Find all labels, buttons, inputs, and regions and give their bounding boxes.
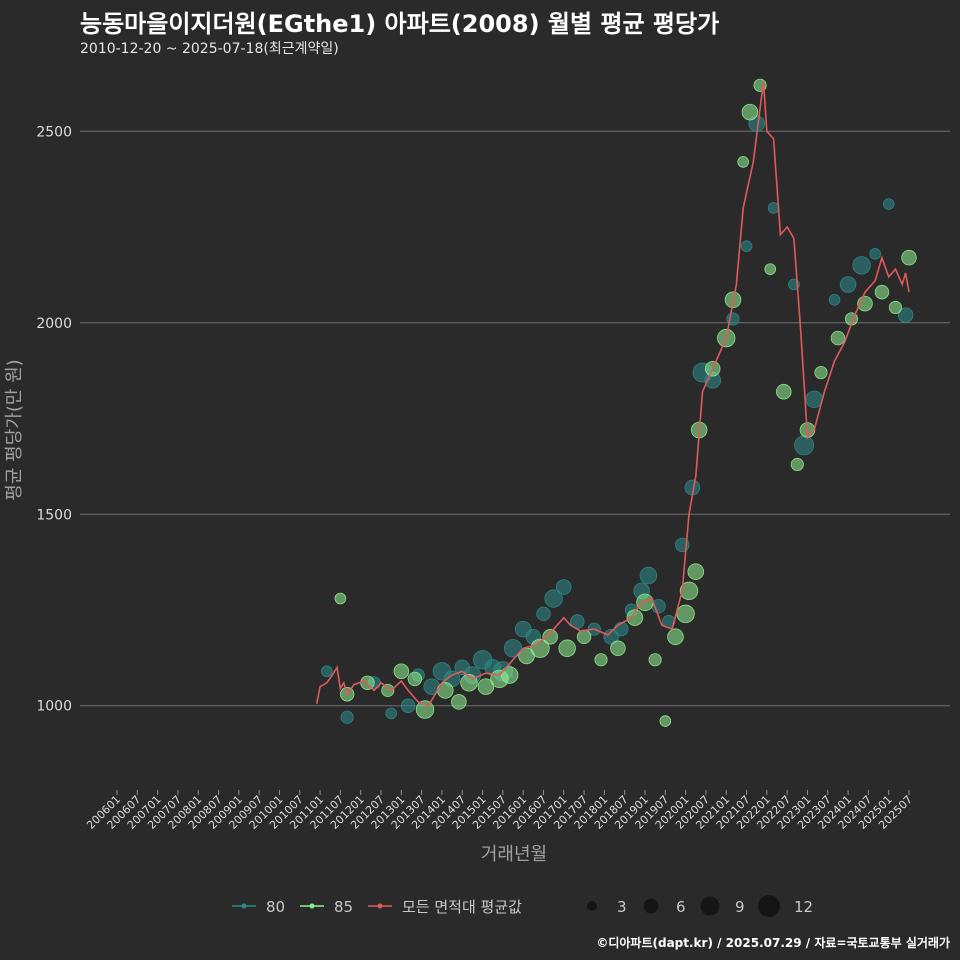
series-85-point [790,457,804,472]
series-85-point [451,694,467,710]
series-80-point [614,621,629,637]
series-85-point [500,666,519,684]
series-85-point [610,640,626,657]
series-80-point [767,202,780,214]
series-80-point [556,579,572,595]
footer-credit: ©디아파트(dapt.kr) / 2025.07.29 / 자료=국토교통부 실… [596,936,950,950]
series-80-point [897,307,914,323]
series-80-point [794,435,815,456]
series-85-point [542,629,558,645]
series-80-point [882,198,895,210]
series-85-point [888,300,903,315]
legend-size-marker [643,898,659,914]
y-tick-label: 2000 [36,316,72,332]
series-85-point [741,103,759,121]
series-85-point [594,653,608,667]
series-85-point [636,593,654,612]
series-85-point [667,628,684,646]
series-80-point [385,707,397,720]
series-85-point [626,609,644,626]
chart-subtitle: 2010-12-20 ~ 2025-07-18(최근계약일) [80,41,339,57]
series-85-point [477,678,495,695]
series-80-point [740,240,753,252]
legend-size-marker [758,895,780,917]
series-85-point [687,563,705,580]
series-80-point [321,665,333,678]
legend-marker [309,903,315,909]
series-85-point [648,653,662,667]
average-line [315,81,910,707]
y-tick-label: 1000 [36,699,72,715]
series-85-point [874,284,890,300]
series-85-point [393,663,410,680]
series-85-point [381,683,395,697]
y-axis-label: 평균 평당가(만 원) [4,359,25,500]
series-85-point [676,604,695,624]
series-80-point [536,606,551,622]
legend-label: 모든 면적대 평균값 [402,898,522,916]
series-85-point [415,700,435,719]
y-tick-label: 1500 [36,507,72,523]
series-80-point [603,629,619,645]
series-85-points [334,78,917,727]
legend-label: 85 [334,898,353,916]
series-80-point [852,256,871,275]
series-85-point [407,671,423,687]
series-80-point [651,598,666,614]
legend-size-marker [587,901,597,911]
legend-size-marker [700,896,720,916]
series-80-point [639,566,658,585]
legend-size-label: 9 [735,898,745,916]
series-85-point [558,639,576,658]
legend-size-label: 3 [617,898,627,916]
x-tick-labels: 2006012006072007012007072008012008072009… [84,790,915,832]
series-80-point [828,293,841,306]
y-tick-label: 2500 [36,124,72,140]
x-axis-label: 거래년월 [481,844,547,865]
series-80-point [839,276,857,293]
legend-marker [241,903,247,909]
series-85-point [764,263,777,275]
series-85-point [659,715,672,727]
series-80-point [400,698,416,713]
legend: 80 85 모든 면적대 평균값 3 6 9 12 [232,895,813,917]
legend-marker [377,903,383,909]
series-85-point [679,581,699,601]
series-85-point [530,638,550,658]
legend-label: 80 [266,898,285,916]
series-85-point [334,592,347,605]
series-85-point [901,249,917,266]
legend-size-label: 12 [794,898,813,916]
legend-size-label: 6 [676,898,686,916]
series-80-points [321,115,914,724]
series-80-point [340,710,354,724]
series-85-point [776,383,792,400]
chart-title: 능동마을이지더원(EGthe1) 아파트(2008) 월별 평균 평당가 [80,10,720,38]
series-80-point [544,589,563,608]
series-85-point [576,629,592,645]
series-85-point [737,156,749,168]
series-85-point [814,365,828,380]
y-tick-labels: 1000 1500 2000 2500 [36,124,72,714]
series-80-point [869,248,881,260]
series-80-point [503,639,523,658]
grid-lines [80,130,950,707]
series-85-point [830,330,846,346]
